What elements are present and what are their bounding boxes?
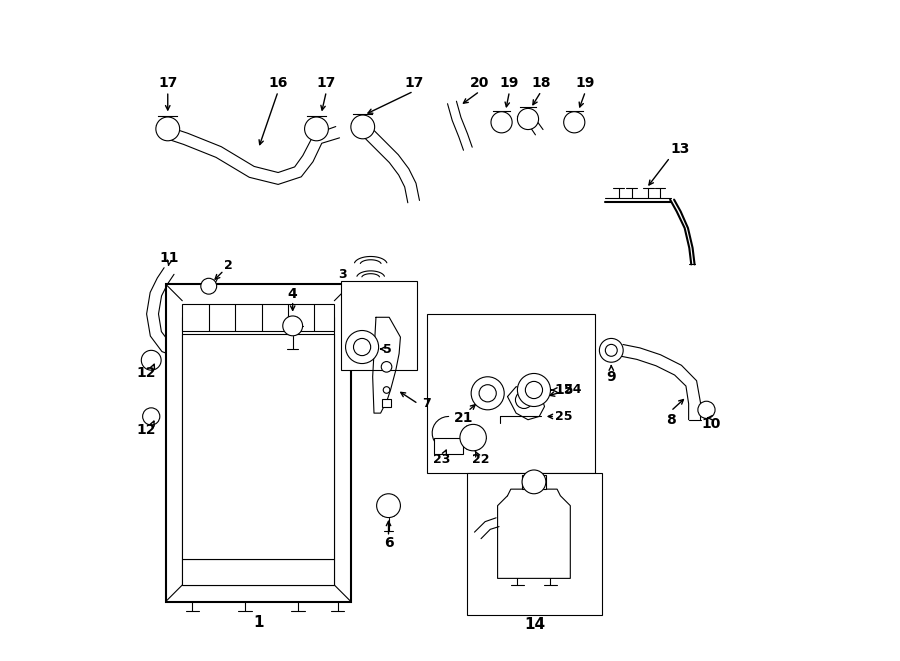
Text: 18: 18 <box>532 75 551 90</box>
Circle shape <box>563 112 585 133</box>
Text: 12: 12 <box>136 422 156 437</box>
Bar <box>183 304 334 330</box>
Text: 9: 9 <box>607 369 616 384</box>
Text: 1: 1 <box>253 615 264 630</box>
Text: 11: 11 <box>159 251 179 265</box>
Text: 20: 20 <box>470 75 490 90</box>
Text: 2: 2 <box>224 259 233 272</box>
Text: 25: 25 <box>555 410 572 423</box>
Text: 16: 16 <box>268 75 288 90</box>
Circle shape <box>383 387 390 393</box>
Circle shape <box>518 108 538 130</box>
Circle shape <box>142 408 160 425</box>
Text: 19: 19 <box>500 75 519 90</box>
Text: 5: 5 <box>382 342 392 356</box>
Text: 17: 17 <box>158 75 177 90</box>
Bar <box>183 334 334 559</box>
Circle shape <box>141 350 161 370</box>
Text: 22: 22 <box>472 453 490 466</box>
Circle shape <box>460 424 486 451</box>
Circle shape <box>351 115 374 139</box>
Text: 23: 23 <box>433 453 450 466</box>
Text: 21: 21 <box>454 410 473 425</box>
Circle shape <box>156 117 180 141</box>
Bar <box>183 559 334 585</box>
Text: 3: 3 <box>338 268 346 281</box>
Circle shape <box>698 401 716 418</box>
Text: 12: 12 <box>136 366 156 381</box>
Circle shape <box>376 494 400 518</box>
Text: 24: 24 <box>563 383 581 397</box>
Circle shape <box>382 362 392 372</box>
Circle shape <box>518 373 551 407</box>
Text: 19: 19 <box>576 75 595 90</box>
Bar <box>382 399 392 407</box>
Text: 6: 6 <box>383 536 393 551</box>
Text: 17: 17 <box>404 75 423 90</box>
Text: 10: 10 <box>701 417 721 432</box>
Bar <box>341 281 417 370</box>
Text: 4: 4 <box>288 287 298 301</box>
Circle shape <box>606 344 617 356</box>
Bar <box>427 314 596 473</box>
Text: 14: 14 <box>524 617 545 632</box>
Text: 7: 7 <box>422 397 431 410</box>
Circle shape <box>283 316 302 336</box>
Text: 15: 15 <box>554 383 574 397</box>
Circle shape <box>304 117 328 141</box>
Bar <box>166 284 351 602</box>
Circle shape <box>526 381 543 399</box>
Circle shape <box>491 112 512 133</box>
Bar <box>522 475 545 489</box>
Circle shape <box>354 338 371 356</box>
Circle shape <box>472 377 504 410</box>
Text: 13: 13 <box>670 141 689 156</box>
Text: 17: 17 <box>317 75 336 90</box>
Bar <box>434 438 464 454</box>
Circle shape <box>599 338 623 362</box>
Text: 8: 8 <box>667 412 676 427</box>
Circle shape <box>346 330 379 364</box>
Circle shape <box>522 470 545 494</box>
Bar <box>183 317 334 585</box>
Circle shape <box>516 391 533 408</box>
Circle shape <box>479 385 496 402</box>
Bar <box>466 473 602 615</box>
Circle shape <box>201 278 217 294</box>
